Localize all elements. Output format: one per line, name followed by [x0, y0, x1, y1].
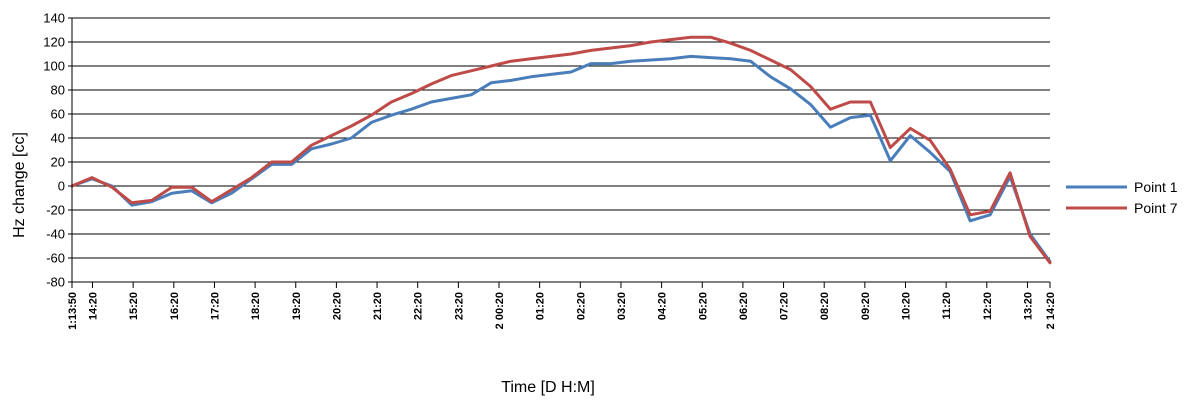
x-tick-label: 2 14:20 [1045, 292, 1057, 329]
x-tick-label: 22:20 [413, 292, 425, 320]
x-tick-label: 23:20 [453, 292, 465, 320]
gridlines [72, 17, 1050, 283]
y-tick-label: 0 [58, 179, 65, 194]
x-tick-label: 20:20 [331, 292, 343, 320]
x-tick-label: 16:20 [169, 292, 181, 320]
x-tick-label: 1:13:50 [67, 292, 79, 330]
x-tick-label: 2 00:20 [494, 292, 506, 329]
x-axis-title: Time [D H:M] [501, 379, 595, 396]
y-tick-label: 40 [51, 131, 65, 146]
x-tick-label: 07:20 [779, 292, 791, 320]
x-tick-label: 05:20 [697, 292, 709, 320]
x-tick-label: 01:20 [535, 292, 547, 320]
x-tick-label: 10:20 [901, 292, 913, 320]
x-tick-label: 13:20 [1022, 292, 1034, 320]
x-tick-label: 03:20 [616, 292, 628, 320]
y-tick-label: 60 [51, 107, 65, 122]
x-axis-ticks: 1:13:50 14:20 15:20 16:20 17:20 18:20 19:20 20:… [67, 282, 1057, 330]
x-tick-label: 21:20 [372, 292, 384, 320]
y-tick-label: 80 [51, 83, 65, 98]
legend-label: Point 1 [1134, 179, 1178, 195]
x-tick-label: 12:20 [982, 292, 994, 320]
x-tick-label: 15:20 [128, 292, 140, 320]
y-tick-label: -80 [46, 275, 65, 290]
y-tick-label: -40 [46, 227, 65, 242]
x-tick-label: 09:20 [860, 292, 872, 320]
y-axis-title: Hz change [cc] [11, 132, 28, 238]
series-line [70, 54, 1052, 264]
legend: Point 1 Point 7 [1066, 179, 1178, 216]
legend-label: Point 7 [1134, 200, 1178, 216]
x-tick-label: 18:20 [250, 292, 262, 320]
x-tick-label: 19:20 [291, 292, 303, 320]
x-tick-label: 06:20 [738, 292, 750, 320]
y-tick-label: -60 [46, 251, 65, 266]
y-tick-label: 120 [43, 35, 65, 50]
x-tick-label: 14:20 [88, 292, 100, 320]
x-tick-label: 17:20 [209, 292, 221, 320]
y-tick-label: 20 [51, 155, 65, 170]
y-axis-ticks: -80 -60 -40 -20 0 20 40 60 80 100 120 140 [43, 11, 72, 290]
x-tick-label: 08:20 [819, 292, 831, 320]
x-tick-label: 11:20 [941, 292, 953, 320]
series-lines [70, 35, 1052, 265]
y-tick-label: -20 [46, 203, 65, 218]
y-tick-label: 100 [43, 59, 65, 74]
y-tick-label: 140 [43, 11, 65, 26]
x-tick-label: 04:20 [657, 292, 669, 320]
series-line [70, 35, 1052, 265]
x-tick-label: 02:20 [575, 292, 587, 320]
